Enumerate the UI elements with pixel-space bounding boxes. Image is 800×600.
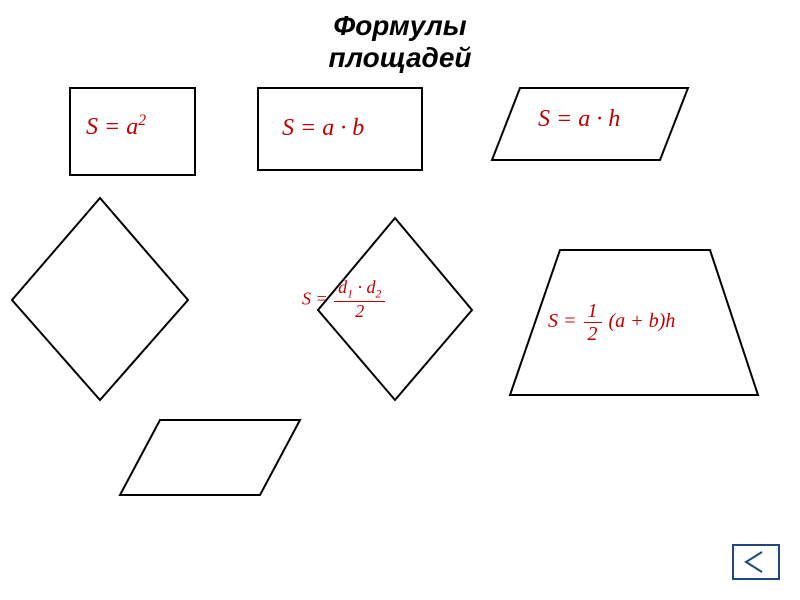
formula-trapezoid: S = 12 (a + b)h [548,300,675,345]
title-line-2: площадей [0,42,800,74]
shape-small_parallelogram [120,420,300,495]
formula-square: S = a2 [86,112,146,141]
formula-rhombus: S = d1 · d22 [302,278,387,322]
formula-rectangle: S = a · b [282,115,364,142]
shapes-canvas [0,0,800,600]
nav-back-icon [732,544,780,580]
formula-parallelogram: S = a · h [538,106,620,133]
title-line-1: Формулы [0,10,800,42]
shape-rhombus_large [12,198,188,400]
nav-back-button[interactable] [732,544,780,585]
